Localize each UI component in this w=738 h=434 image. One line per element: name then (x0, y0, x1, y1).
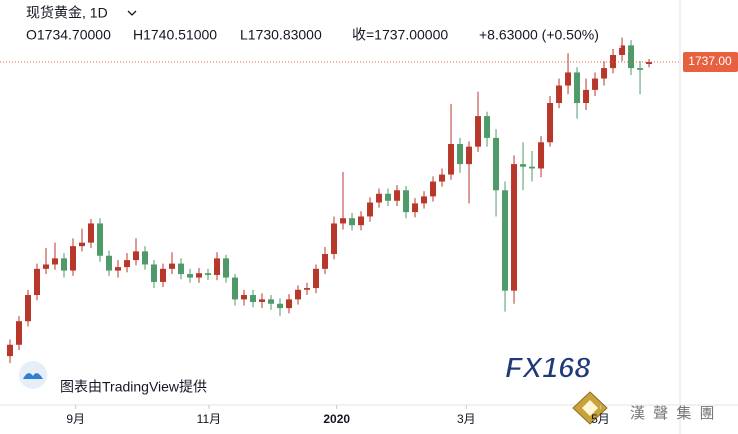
candle-body (502, 190, 509, 291)
tv-logo-cloud (23, 373, 43, 379)
x-tick-label: 2020 (323, 412, 350, 426)
candle-body (33, 268, 40, 296)
candle-body (385, 193, 392, 201)
candle-body (42, 264, 49, 269)
x-tick-label: 3月 (457, 412, 476, 426)
candle-body (592, 78, 599, 90)
candle-body (331, 223, 338, 254)
candle-body (304, 288, 311, 290)
candle-body (105, 255, 112, 271)
candle-body (169, 263, 176, 269)
chart-title: 现货黄金, 1D (26, 5, 108, 21)
candle-body (556, 85, 563, 103)
dropdown-icon[interactable] (127, 10, 137, 16)
candle-body (475, 116, 482, 147)
candle-body (340, 218, 347, 224)
candle-body (142, 251, 149, 265)
legend-value: L1730.83000 (240, 27, 322, 43)
candle-body (466, 146, 473, 165)
candle-body (78, 242, 85, 247)
candle-body (24, 295, 31, 322)
legend: O1734.70000 H1740.51000 L1730.83000 收=1737.… (26, 27, 599, 43)
candle-body (187, 274, 194, 278)
candle-body (60, 258, 67, 271)
candle-body (439, 174, 446, 182)
last-price-box (683, 51, 738, 72)
candle-body (6, 344, 13, 357)
candle-body (241, 295, 248, 300)
candle-body (133, 251, 139, 261)
candle-body (96, 223, 103, 256)
legend-value: 收=1737.00000 (352, 27, 448, 43)
candle-body (529, 166, 536, 169)
candle-body (574, 72, 581, 103)
candle-body (151, 264, 158, 282)
candle-body (367, 202, 374, 217)
legend-bg (6, 4, 621, 48)
candle-body (430, 181, 437, 197)
x-tick-label: 9月 (66, 412, 85, 426)
candle-body (412, 203, 419, 213)
candle-body (232, 277, 239, 300)
candle-body (277, 303, 284, 309)
candle-body (69, 246, 76, 271)
candle-body (457, 144, 464, 165)
candle-body (196, 273, 203, 278)
candle-body (87, 223, 94, 243)
brand-emblem-inner (582, 400, 598, 416)
candle-body (538, 142, 545, 169)
candle-body (123, 260, 130, 268)
candle-body (295, 289, 302, 300)
candle-body (259, 299, 266, 303)
candle-body (358, 216, 365, 226)
candle-body (583, 89, 590, 103)
candle-body (51, 258, 58, 265)
legend-value: +8.63000 (+0.50%) (479, 27, 599, 43)
candle-body (637, 68, 644, 70)
candle-body (178, 263, 185, 275)
candle-body (223, 258, 230, 278)
brand-name: 漢 聲 集 團 (630, 405, 717, 422)
fx168-logo: FX168 (505, 353, 591, 385)
candle-body (448, 144, 455, 175)
candle-body (610, 54, 617, 69)
candle-body (394, 190, 401, 201)
candle-body (403, 190, 410, 213)
candle-body (547, 102, 554, 143)
candle-body (313, 268, 320, 289)
candle-body (484, 116, 491, 138)
candle-body (520, 164, 527, 167)
tv-logo (19, 361, 47, 389)
candle-body (646, 61, 653, 64)
watermark: 图表由TradingView提供 (60, 379, 207, 395)
candle-body (565, 72, 572, 86)
x-tick-label: 5月 (591, 412, 610, 426)
candle-body (205, 273, 212, 275)
candle-body (250, 295, 257, 303)
candle-body (421, 196, 428, 204)
candle-body (511, 164, 518, 291)
candle-body (376, 193, 383, 203)
candle-body (214, 258, 221, 275)
x-tick-label: 11月 (197, 412, 221, 426)
legend-value: H1740.51000 (133, 27, 217, 43)
candle-body (628, 45, 635, 69)
candle-body (15, 321, 22, 345)
candle-body (160, 268, 167, 282)
candle-body (322, 253, 329, 269)
legend-value: O1734.70000 (26, 27, 111, 43)
candle-body (493, 137, 500, 191)
plot (6, 37, 653, 364)
candle-body (601, 68, 608, 79)
candle-body (619, 45, 626, 55)
candle-body (114, 267, 121, 271)
candle-body (286, 299, 293, 309)
candle-body (349, 218, 356, 226)
candle-body (268, 299, 275, 304)
last-price-label: 1737.00 (688, 54, 732, 68)
